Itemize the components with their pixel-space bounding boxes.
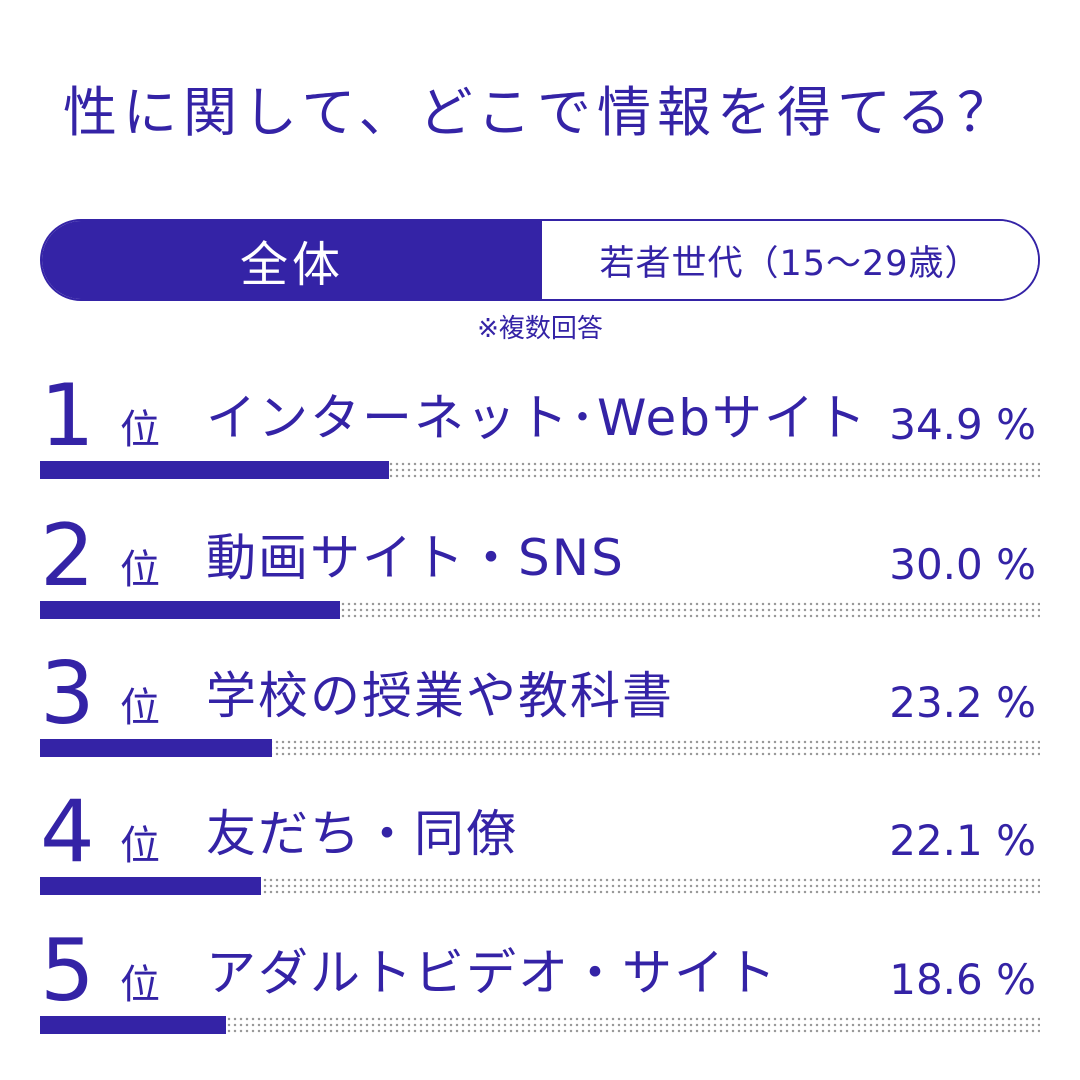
tab-all[interactable]: 全体 (42, 221, 542, 299)
rank-number: 3 (40, 644, 95, 744)
rank-suffix: 位 (120, 547, 160, 593)
bar-track (40, 601, 1040, 619)
bar (40, 739, 272, 757)
category-label: 動画サイト・SNS (206, 529, 625, 587)
rank-row: 4 位友だち・同僚 22.1 % (0, 786, 1080, 896)
rank-row: 1 位インターネット･Webサイト 34.9 % (0, 370, 1080, 480)
value-label: 23.2 % (889, 678, 1036, 727)
category-label: 学校の授業や教科書 (206, 667, 674, 725)
rank-suffix: 位 (120, 685, 160, 731)
rank-number: 5 (40, 921, 95, 1021)
category-label: アダルトビデオ・サイト (206, 944, 778, 1002)
rank-number: 2 (40, 506, 95, 606)
value-label: 30.0 % (889, 540, 1036, 589)
bar-track (40, 1016, 1040, 1034)
value-label: 22.1 % (889, 816, 1036, 865)
bar-track (40, 877, 1040, 895)
bar (40, 1016, 226, 1034)
bar-track (40, 739, 1040, 757)
category-label: インターネット･Webサイト (206, 389, 869, 447)
segment-tabs: 全体 若者世代（15〜29歳） (40, 219, 1040, 301)
category-label: 友だち・同僚 (206, 805, 518, 863)
bar (40, 461, 389, 479)
rank-row: 5 位アダルトビデオ・サイト 18.6 % (0, 925, 1080, 1035)
bar (40, 877, 261, 895)
multiple-answer-note: ※複数回答 (477, 314, 603, 344)
rank-number: 4 (40, 782, 95, 882)
rank-suffix: 位 (120, 823, 160, 869)
tab-youth[interactable]: 若者世代（15〜29歳） (542, 221, 1038, 299)
value-label: 18.6 % (889, 955, 1036, 1004)
rank-number: 1 (40, 366, 95, 466)
bar-track (40, 461, 1040, 479)
rank-row: 2 位動画サイト・SNS 30.0 % (0, 510, 1080, 620)
rank-suffix: 位 (120, 962, 160, 1008)
rank-suffix: 位 (120, 407, 160, 453)
bar (40, 601, 340, 619)
value-label: 34.9 % (889, 400, 1036, 449)
page-title: 性に関して、どこで情報を得てる？ (62, 81, 1018, 144)
rank-row: 3 位学校の授業や教科書 23.2 % (0, 648, 1080, 758)
